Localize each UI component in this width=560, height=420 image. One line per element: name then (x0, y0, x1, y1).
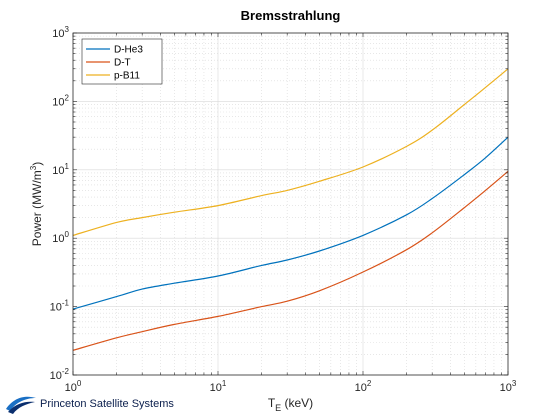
logo-text: Princeton Satellite Systems (40, 398, 174, 410)
y-tick-label: 10-2 (50, 367, 70, 382)
legend-entry: D-T (114, 58, 131, 69)
y-tick-label: 10-1 (50, 299, 70, 314)
legend-entry: D-He3 (114, 45, 143, 56)
chart-title: Bremsstrahlung (241, 8, 341, 23)
series-line-d-t (72, 170, 509, 351)
y-tick-label: 101 (52, 162, 69, 177)
y-tick-label: 103 (52, 25, 69, 40)
plot-area (73, 33, 508, 375)
logo: Princeton Satellite Systems (4, 392, 174, 416)
x-axis-label: TE (keV) (268, 396, 313, 413)
axes-box (72, 32, 509, 376)
series-line-p-b11 (72, 68, 509, 236)
y-tick-label: 100 (52, 230, 69, 245)
x-tick-label: 102 (355, 379, 372, 394)
legend: D-He3 D-T p-B11 (81, 38, 163, 85)
series-line-d-he3 (72, 136, 509, 310)
x-tick-label: 103 (500, 379, 517, 394)
swoosh-logo-icon (6, 396, 36, 414)
x-tick-label: 100 (65, 379, 82, 394)
y-tick-label: 102 (52, 93, 69, 108)
x-tick-label: 101 (210, 379, 227, 394)
legend-entry: p-B11 (114, 71, 140, 82)
tick-marks (72, 32, 509, 376)
y-axis-label: Power (MW/m3) (29, 162, 44, 246)
